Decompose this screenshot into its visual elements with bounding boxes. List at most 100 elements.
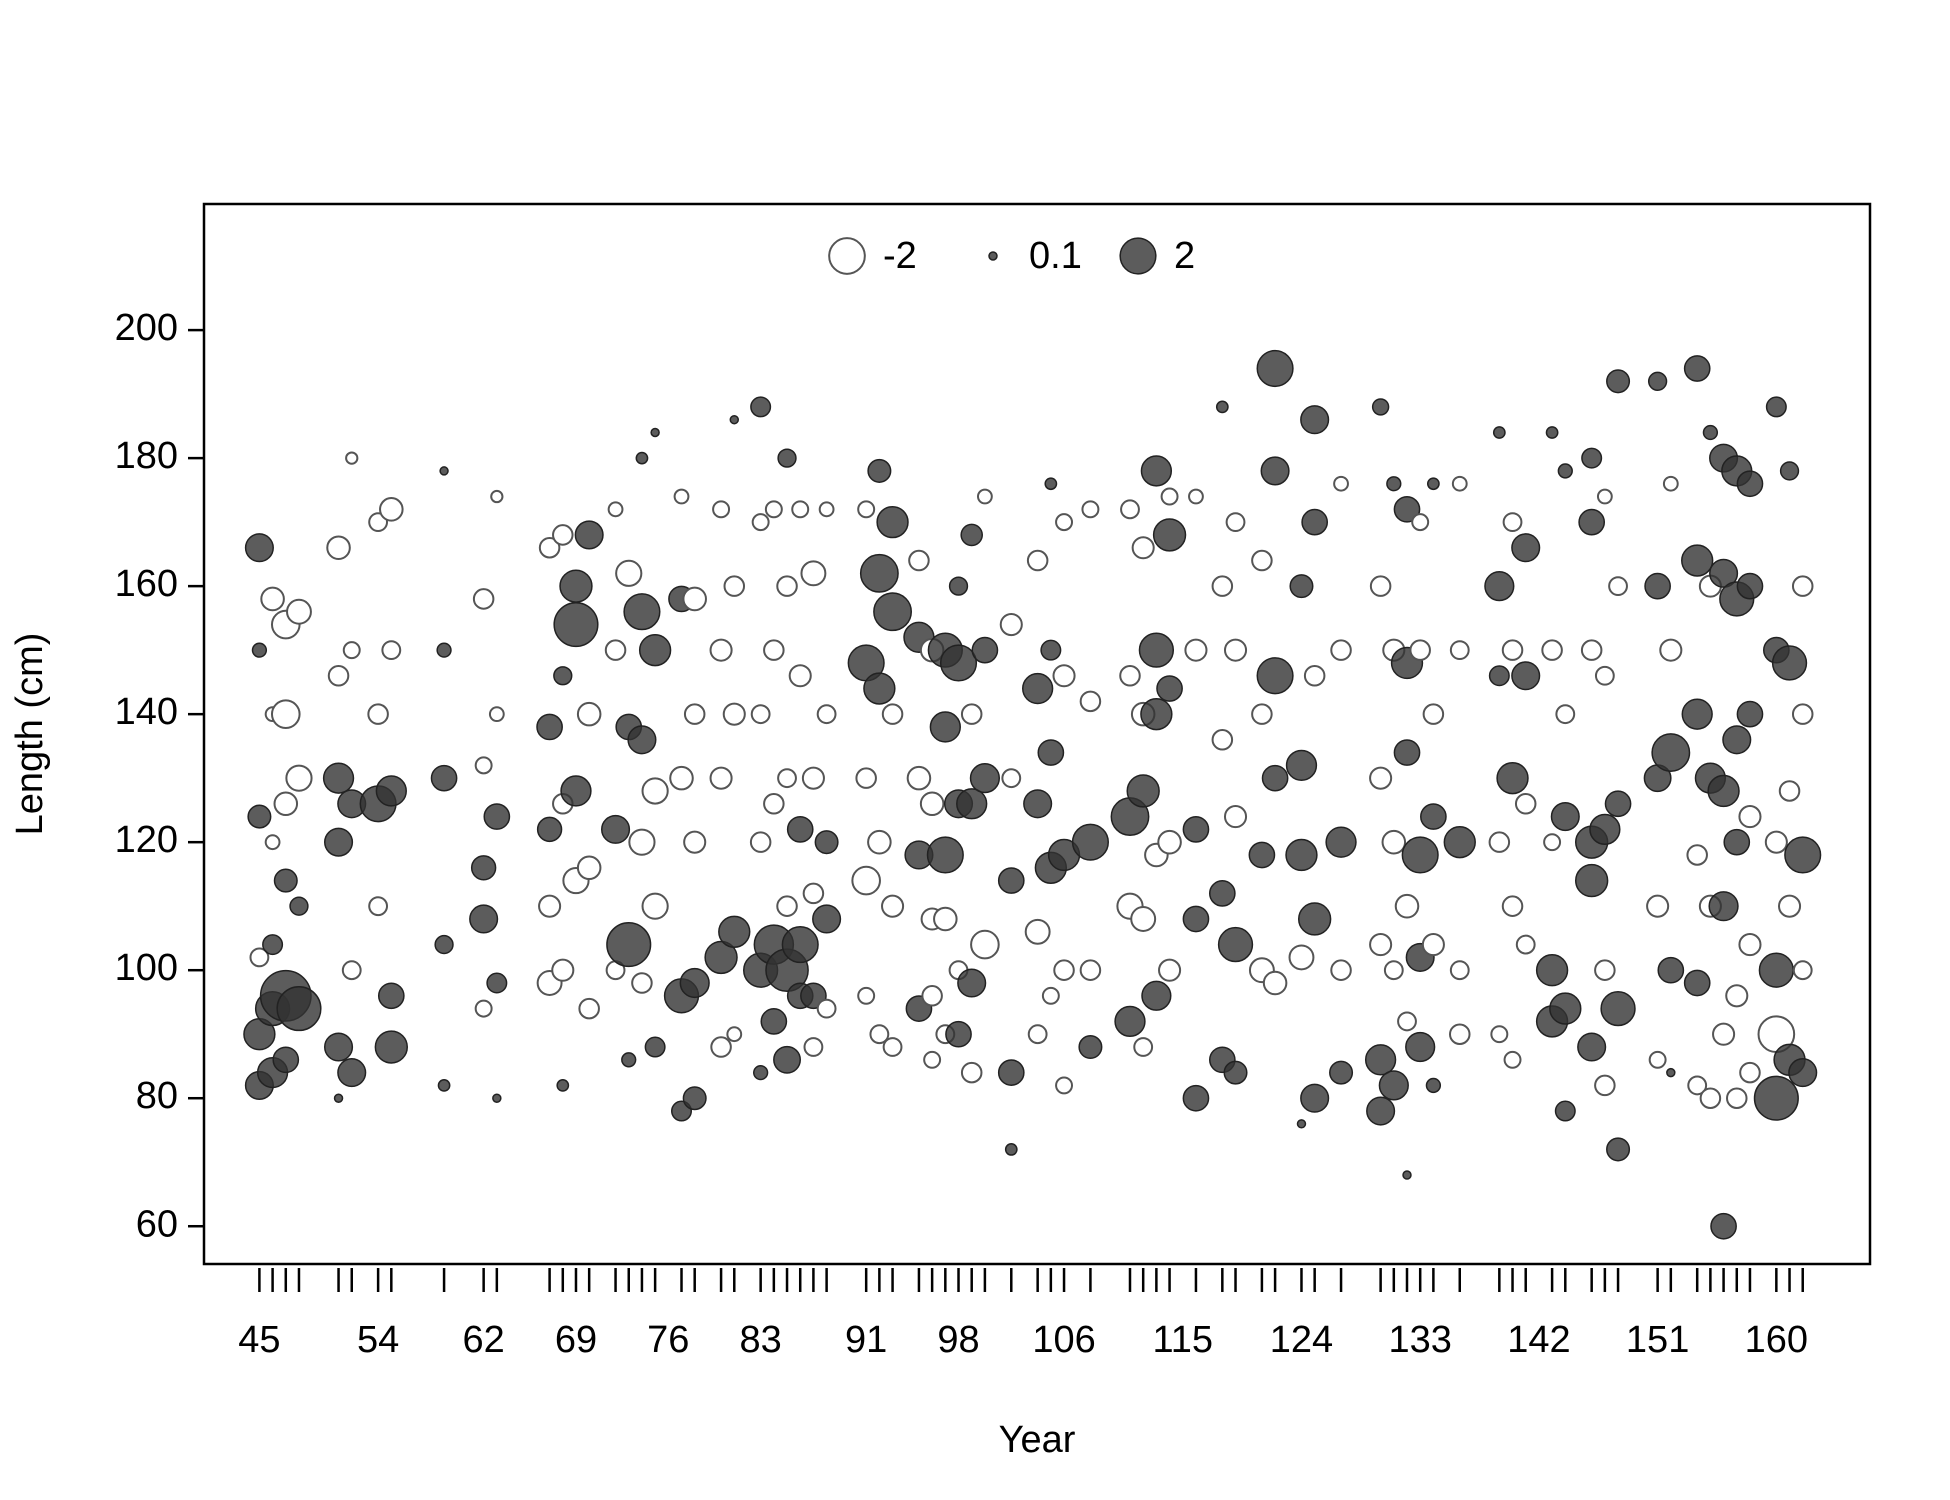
bubble <box>607 501 624 518</box>
bubble <box>1662 475 1679 492</box>
bubble <box>1739 1061 1761 1084</box>
bubble <box>1488 665 1510 687</box>
bubble <box>1114 1005 1146 1038</box>
bubble <box>341 960 362 981</box>
bubble <box>760 1008 788 1035</box>
bubble <box>1608 576 1628 597</box>
bubble <box>863 672 896 705</box>
bubble <box>683 703 706 725</box>
bubble <box>604 639 627 661</box>
bubble <box>679 967 710 999</box>
bubble <box>631 972 653 994</box>
x-axis-label: Year <box>999 1419 1076 1461</box>
bubble <box>1788 1058 1818 1088</box>
bubble <box>751 513 770 532</box>
bubble <box>492 1093 502 1103</box>
bubble <box>262 934 284 956</box>
bubble <box>960 703 983 725</box>
bubble <box>276 986 322 1032</box>
bubble <box>812 904 842 934</box>
bubble <box>1262 970 1288 996</box>
bubble <box>1397 1011 1417 1032</box>
bubble <box>1023 789 1053 819</box>
bubble <box>718 915 751 948</box>
bubble <box>1300 405 1330 435</box>
x-tick-label: 124 <box>1270 1319 1333 1361</box>
bubble <box>1549 992 1582 1025</box>
bubble <box>1606 1137 1631 1162</box>
y-tick-label: 180 <box>115 435 178 477</box>
bubble <box>1288 944 1315 971</box>
bubble <box>976 488 993 505</box>
bubble <box>337 1058 367 1088</box>
bubble <box>1211 729 1234 751</box>
bubble <box>1779 461 1800 481</box>
bubble <box>1393 495 1421 523</box>
bubble <box>729 414 740 425</box>
bubble <box>669 765 694 791</box>
bubble <box>1725 984 1749 1008</box>
bubble <box>559 569 593 603</box>
x-tick-label: 83 <box>740 1319 782 1361</box>
bubble <box>1394 893 1420 919</box>
y-tick-label: 200 <box>115 307 178 349</box>
bubble <box>960 523 983 547</box>
bubble <box>1753 1075 1799 1121</box>
bubble <box>921 985 943 1007</box>
bubble <box>1574 863 1609 898</box>
bubble <box>1071 823 1109 861</box>
bubble <box>623 593 661 631</box>
x-tick-label: 91 <box>845 1319 887 1361</box>
bubble <box>1329 1060 1354 1085</box>
bubble <box>906 765 932 791</box>
bubble <box>1738 933 1762 957</box>
bubble <box>1223 805 1248 829</box>
bubble <box>971 636 999 664</box>
bubble <box>1055 1076 1074 1095</box>
bubble <box>368 896 389 917</box>
bubble <box>1027 1024 1048 1045</box>
bubble <box>1589 813 1621 846</box>
y-tick-label: 80 <box>136 1075 178 1117</box>
bubble <box>776 895 798 917</box>
bubble <box>635 451 649 465</box>
bubble <box>641 777 669 805</box>
bubble <box>1578 508 1606 536</box>
bubble <box>1044 477 1058 491</box>
bubble <box>1726 1087 1748 1109</box>
bubble <box>816 704 837 725</box>
bubble <box>1765 396 1787 418</box>
bubble <box>1140 697 1173 731</box>
bubble <box>1297 902 1332 936</box>
bubble <box>576 701 602 727</box>
bubble <box>1594 665 1615 686</box>
bubble <box>1120 499 1140 520</box>
bubble <box>867 829 892 855</box>
x-tick-label: 160 <box>1745 1319 1808 1361</box>
bubble <box>1371 398 1390 416</box>
bubble <box>264 834 281 851</box>
bubble <box>621 1052 637 1068</box>
bubble <box>439 466 449 476</box>
bubble <box>945 1020 972 1048</box>
bubble <box>1330 639 1352 661</box>
bubble <box>1758 952 1794 988</box>
bubble <box>1443 825 1476 859</box>
legend-label: 2 <box>1174 235 1195 277</box>
bubble <box>1449 1023 1471 1045</box>
bubble <box>1182 816 1210 843</box>
bubble <box>781 926 819 964</box>
bubble <box>247 804 272 829</box>
bubble <box>326 535 351 561</box>
bubble <box>1451 475 1468 492</box>
bubble <box>957 968 987 998</box>
bubble <box>908 549 930 572</box>
bubble <box>1303 664 1326 687</box>
bubble <box>488 706 505 723</box>
bubble <box>1369 933 1393 957</box>
bubble <box>1001 768 1022 789</box>
y-axis-label: Length (cm) <box>9 633 51 836</box>
bubble <box>876 505 909 539</box>
bubble <box>1378 1070 1409 1101</box>
